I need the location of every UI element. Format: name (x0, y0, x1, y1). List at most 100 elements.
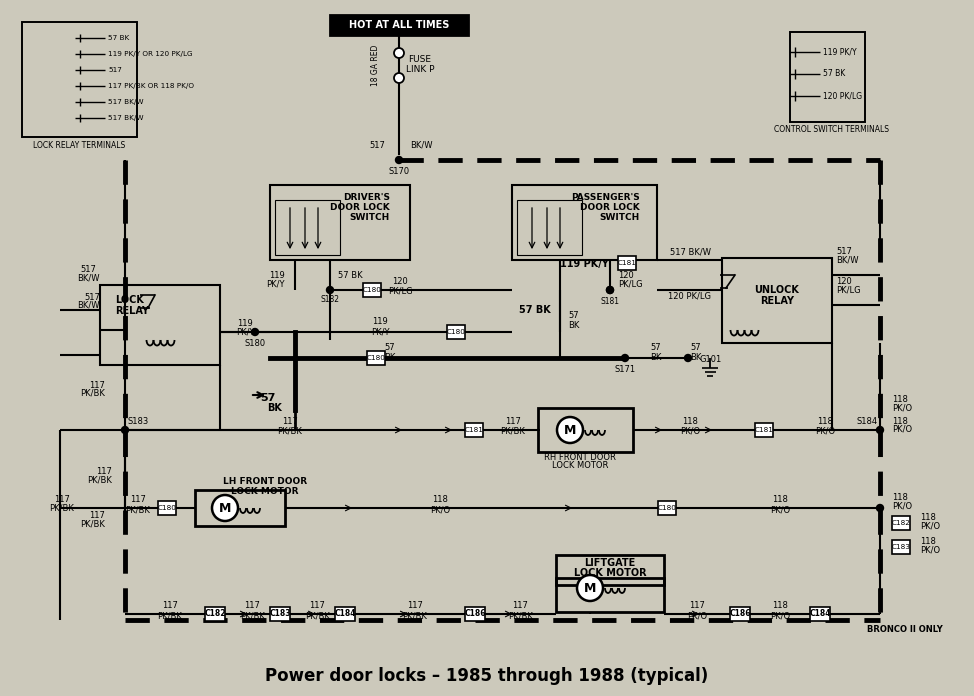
Text: BK/W: BK/W (78, 301, 100, 310)
Bar (556, 578, 664, 612)
Text: PK/BK: PK/BK (80, 388, 105, 397)
Text: 117: 117 (90, 512, 105, 521)
Circle shape (394, 73, 404, 83)
Text: 57 BK: 57 BK (338, 271, 362, 280)
Text: PK/BK: PK/BK (158, 612, 182, 621)
Bar (367, 351, 385, 365)
Text: PK/O: PK/O (892, 425, 912, 434)
Bar (556, 555, 664, 585)
Text: PK/BK: PK/BK (240, 612, 265, 621)
Text: PK/O: PK/O (920, 546, 940, 555)
Circle shape (877, 505, 883, 512)
Text: PK/O: PK/O (892, 404, 912, 413)
Bar (270, 185, 410, 260)
Text: 120: 120 (618, 271, 634, 280)
Text: S171: S171 (615, 365, 636, 374)
Text: M: M (583, 581, 596, 594)
Text: PK/O: PK/O (687, 612, 707, 621)
Text: PK/BK: PK/BK (305, 612, 330, 621)
Text: 118: 118 (892, 395, 908, 404)
Text: M: M (564, 423, 577, 436)
Text: SWITCH: SWITCH (600, 212, 640, 221)
Text: 118: 118 (772, 496, 788, 505)
Text: 118: 118 (432, 496, 448, 505)
Text: PK/BK: PK/BK (80, 519, 105, 528)
Text: 517: 517 (84, 292, 100, 301)
Bar (618, 256, 636, 270)
Circle shape (607, 287, 614, 294)
Bar (810, 607, 830, 621)
Text: PK/O: PK/O (920, 521, 940, 530)
Text: S170: S170 (389, 168, 409, 177)
Bar (275, 200, 340, 255)
Circle shape (607, 287, 614, 294)
Text: C186: C186 (730, 610, 751, 619)
Text: BK/W: BK/W (77, 274, 99, 283)
Text: C181: C181 (618, 260, 636, 266)
Text: 118: 118 (920, 537, 936, 546)
Text: PK/BK: PK/BK (50, 503, 74, 512)
Bar (722, 258, 832, 343)
Text: 57: 57 (651, 344, 661, 352)
Text: 517: 517 (369, 141, 385, 150)
Text: C182: C182 (891, 520, 911, 526)
Text: 118: 118 (817, 416, 833, 425)
Text: C184: C184 (809, 610, 831, 619)
Text: DOOR LOCK: DOOR LOCK (581, 203, 640, 212)
Text: PK/BK: PK/BK (508, 612, 533, 621)
Bar (730, 607, 750, 621)
Text: 119 PK/Y: 119 PK/Y (560, 259, 609, 269)
Bar (465, 607, 485, 621)
Circle shape (557, 417, 583, 443)
Bar (335, 607, 355, 621)
Text: C183: C183 (891, 544, 911, 550)
Text: 117: 117 (282, 416, 298, 425)
Text: BK: BK (268, 403, 282, 413)
Bar (755, 423, 773, 437)
Text: 117: 117 (512, 601, 529, 610)
Bar (465, 423, 483, 437)
Text: C181: C181 (465, 427, 483, 433)
Text: M: M (219, 502, 231, 514)
Text: Power door locks – 1985 through 1988 (typical): Power door locks – 1985 through 1988 (ty… (265, 667, 709, 685)
Text: PK/Y: PK/Y (371, 328, 390, 336)
Text: PK/O: PK/O (680, 427, 700, 436)
Text: 118: 118 (892, 493, 908, 503)
Text: PK/BK: PK/BK (278, 427, 303, 436)
Text: LH FRONT DOOR: LH FRONT DOOR (223, 477, 307, 487)
Text: 517: 517 (836, 248, 852, 257)
Text: 117: 117 (162, 601, 178, 610)
Text: BK/W: BK/W (836, 255, 858, 264)
Text: BK: BK (691, 354, 701, 363)
Circle shape (212, 495, 238, 521)
Text: 119: 119 (237, 319, 253, 329)
Text: S183: S183 (127, 416, 148, 425)
Text: 118: 118 (772, 601, 788, 610)
Text: LOCK RELAY TERMINALS: LOCK RELAY TERMINALS (33, 141, 125, 150)
Text: 117: 117 (131, 496, 146, 505)
Text: 57 BK: 57 BK (519, 305, 551, 315)
Text: 117: 117 (506, 416, 521, 425)
Text: 118: 118 (892, 416, 908, 425)
Text: 117: 117 (244, 601, 260, 610)
Text: LOCK MOTOR: LOCK MOTOR (231, 487, 299, 496)
Text: G101: G101 (700, 356, 723, 365)
Text: S182: S182 (320, 296, 340, 305)
Text: LOCK MOTOR: LOCK MOTOR (574, 568, 647, 578)
Circle shape (394, 48, 404, 58)
Text: S184: S184 (857, 416, 878, 425)
Text: PK/Y: PK/Y (236, 328, 254, 336)
Text: PK/Y: PK/Y (267, 280, 285, 289)
Bar (892, 516, 910, 530)
Text: 119: 119 (372, 317, 388, 326)
Text: PK/O: PK/O (769, 612, 790, 621)
Circle shape (685, 354, 692, 361)
Text: RH FRONT DOOR: RH FRONT DOOR (544, 452, 616, 461)
Text: 57: 57 (691, 344, 701, 352)
Text: C180: C180 (657, 505, 676, 511)
Bar (447, 325, 465, 339)
Circle shape (122, 427, 129, 434)
Text: C183: C183 (269, 610, 291, 619)
Text: 57: 57 (385, 344, 395, 352)
Text: 57: 57 (568, 310, 579, 319)
